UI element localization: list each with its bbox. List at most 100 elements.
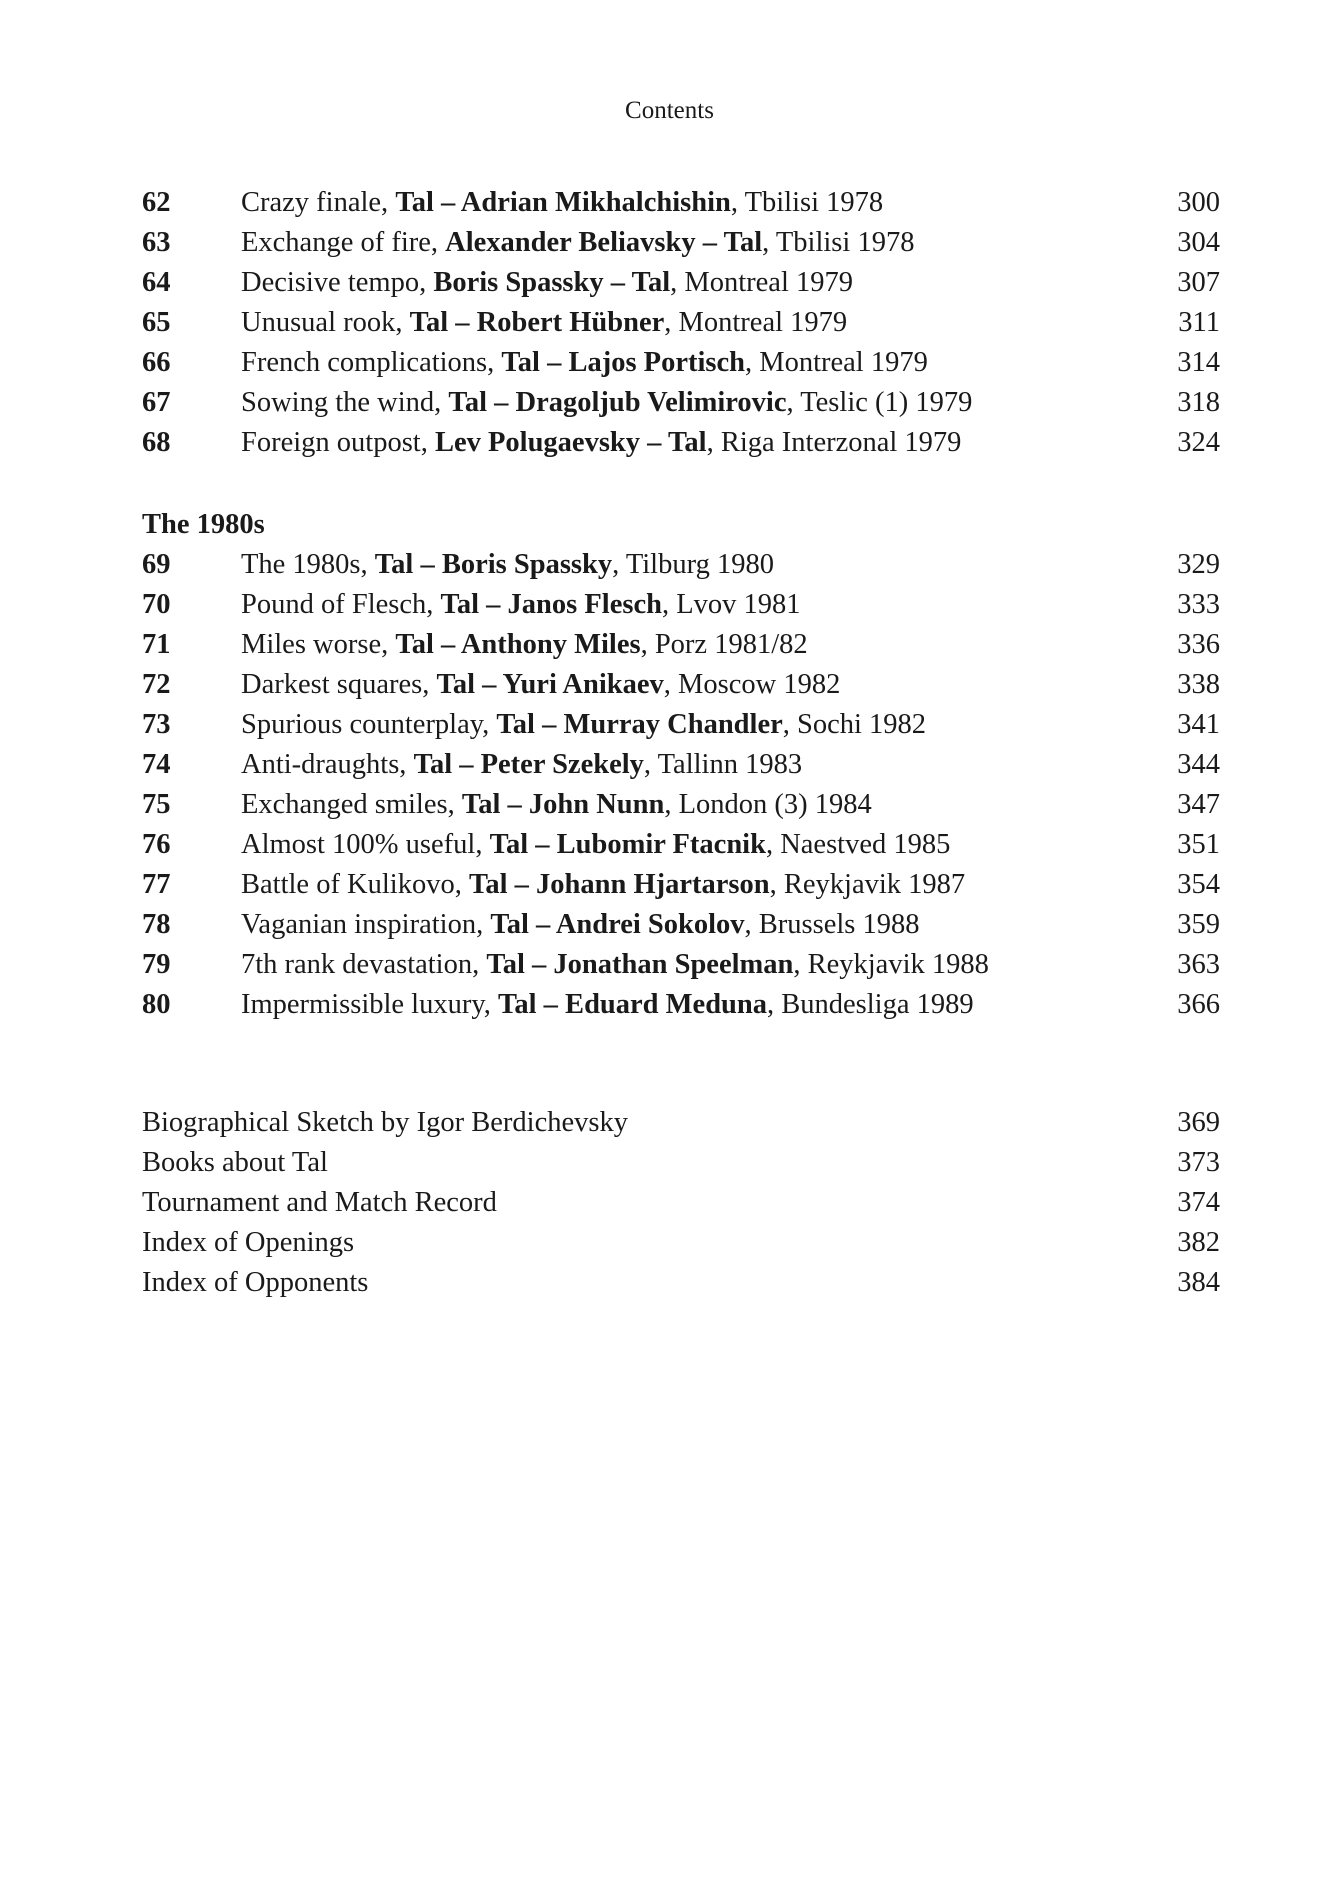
game-number: 68 — [142, 427, 171, 458]
toc-entry: 79 7th rank devastation, Tal – Jonathan S… — [142, 945, 1220, 985]
game-number: 79 — [142, 949, 171, 980]
back-matter-entry: Tournament and Match Record 374 — [142, 1183, 1220, 1223]
game-number: 80 — [142, 989, 171, 1020]
page-number: 336 — [1177, 629, 1220, 660]
entry-title: Unusual rook, Tal – Robert Hübner, Montr… — [241, 303, 1140, 343]
page-number: 333 — [1177, 589, 1220, 620]
game-number: 72 — [142, 669, 171, 700]
entry-title: Foreign outpost, Lev Polugaevsky – Tal, … — [241, 423, 1140, 463]
venue-year: , London (3) 1984 — [664, 789, 872, 820]
page-number: 318 — [1177, 387, 1220, 418]
page-number: 329 — [1177, 549, 1220, 580]
back-matter-entry: Books about Tal 373 — [142, 1143, 1220, 1183]
game-title: Anti-draughts, — [241, 749, 414, 780]
venue-year: , Tilburg 1980 — [612, 549, 774, 580]
page-number: 304 — [1177, 227, 1220, 258]
game-title: Decisive tempo, — [241, 267, 434, 298]
players: Tal – Boris Spassky — [374, 549, 613, 580]
page-number: 314 — [1177, 347, 1220, 378]
venue-year: , Bundesliga 1989 — [767, 989, 974, 1020]
page-number: 307 — [1177, 267, 1220, 298]
game-title: Foreign outpost, — [241, 427, 435, 458]
toc-entry: 78 Vaganian inspiration, Tal – Andrei Sok… — [142, 905, 1220, 945]
players: Tal – Lubomir Ftacnik — [489, 829, 766, 860]
players: Tal – Murray Chandler — [496, 709, 783, 740]
game-title: The 1980s, — [241, 549, 375, 580]
entry-title: Battle of Kulikovo, Tal – Johann Hjartar… — [241, 865, 1140, 905]
game-number: 77 — [142, 869, 171, 900]
toc-entry: 73 Spurious counterplay, Tal – Murray Cha… — [142, 705, 1220, 745]
venue-year: , Reykjavik 1988 — [793, 949, 989, 980]
game-number: 74 — [142, 749, 171, 780]
game-title: Almost 100% useful, — [241, 829, 490, 860]
toc-entry: 62 Crazy finale, Tal – Adrian Mikhalchish… — [142, 183, 1220, 223]
venue-year: , Tbilisi 1978 — [762, 227, 915, 258]
game-title: Crazy finale, — [241, 187, 396, 218]
game-title: Darkest squares, — [241, 669, 437, 700]
game-number: 67 — [142, 387, 171, 418]
page-number: 366 — [1177, 989, 1220, 1020]
game-number: 78 — [142, 909, 171, 940]
entry-title: Pound of Flesch, Tal – Janos Flesch, Lvo… — [241, 585, 1140, 625]
game-number: 71 — [142, 629, 171, 660]
entry-title: Sowing the wind, Tal – Dragoljub Velimir… — [241, 383, 1140, 423]
back-matter-entry: Index of Openings 382 — [142, 1223, 1220, 1263]
venue-year: , Lvov 1981 — [661, 589, 801, 620]
page-number: 369 — [1177, 1107, 1220, 1138]
entry-title: Darkest squares, Tal – Yuri Anikaev, Mos… — [241, 665, 1140, 705]
venue-year: , Porz 1981/82 — [640, 629, 808, 660]
game-title: Exchange of fire, — [241, 227, 446, 258]
players: Tal – Johann Hjartarson — [468, 869, 770, 900]
players: Tal – Eduard Meduna — [498, 989, 767, 1020]
toc-entry: 66 French complications, Tal – Lajos Port… — [142, 343, 1220, 383]
toc-entry: 67 Sowing the wind, Tal – Dragoljub Velim… — [142, 383, 1220, 423]
game-title: Spurious counterplay, — [241, 709, 497, 740]
toc-entry: 69 The 1980s, Tal – Boris Spassky, Tilbur… — [142, 545, 1220, 585]
toc-entry: 64 Decisive tempo, Boris Spassky – Tal, M… — [142, 263, 1220, 303]
entry-title: Books about Tal — [142, 1147, 328, 1178]
venue-year: , Riga Interzonal 1979 — [706, 427, 962, 458]
entry-title: Exchanged smiles, Tal – John Nunn, Londo… — [241, 785, 1140, 825]
game-number: 76 — [142, 829, 171, 860]
table-of-contents: 62 Crazy finale, Tal – Adrian Mikhalchish… — [142, 183, 1220, 1303]
game-number: 75 — [142, 789, 171, 820]
page-number: 382 — [1177, 1227, 1220, 1258]
players: Tal – Janos Flesch — [440, 589, 662, 620]
back-matter-entry: Biographical Sketch by Igor Berdichevsky… — [142, 1103, 1220, 1143]
toc-entry: 70 Pound of Flesch, Tal – Janos Flesch, L… — [142, 585, 1220, 625]
running-head: Contents — [625, 97, 714, 124]
game-title: Battle of Kulikovo, — [241, 869, 469, 900]
entry-title: Miles worse, Tal – Anthony Miles, Porz 1… — [241, 625, 1140, 665]
players: Tal – Jonathan Speelman — [486, 949, 794, 980]
players: Tal – Peter Szekely — [413, 749, 644, 780]
players: Tal – Yuri Anikaev — [436, 669, 664, 700]
page-number: 347 — [1177, 789, 1220, 820]
entry-title: Exchange of fire, Alexander Beliavsky – … — [241, 223, 1140, 263]
game-number: 64 — [142, 267, 171, 298]
venue-year: , Tbilisi 1978 — [730, 187, 884, 218]
entry-title: Crazy finale, Tal – Adrian Mikhalchishin… — [241, 183, 1140, 223]
players: Tal – Dragoljub Velimirovic — [448, 387, 787, 418]
game-number: 65 — [142, 307, 171, 338]
entry-title: 7th rank devastation, Tal – Jonathan Spe… — [241, 945, 1140, 985]
venue-year: , Naestved 1985 — [765, 829, 951, 860]
players: Tal – Adrian Mikhalchishin — [395, 187, 731, 218]
toc-entry: 72 Darkest squares, Tal – Yuri Anikaev, M… — [142, 665, 1220, 705]
players: Tal – Lajos Portisch — [501, 347, 745, 378]
players: Tal – Anthony Miles — [395, 629, 641, 660]
venue-year: , Montreal 1979 — [670, 267, 853, 298]
toc-entry: 76 Almost 100% useful, Tal – Lubomir Ftac… — [142, 825, 1220, 865]
players: Alexander Beliavsky – Tal — [445, 227, 763, 258]
entry-title: Spurious counterplay, Tal – Murray Chand… — [241, 705, 1140, 745]
toc-group-1970s: 62 Crazy finale, Tal – Adrian Mikhalchish… — [142, 183, 1220, 463]
game-title: Unusual rook, — [241, 307, 410, 338]
entry-title: Anti-draughts, Tal – Peter Szekely, Tall… — [241, 745, 1140, 785]
entry-title: Index of Opponents — [142, 1267, 369, 1298]
venue-year: , Reykjavik 1987 — [769, 869, 966, 900]
game-title: Exchanged smiles, — [241, 789, 462, 820]
page-number: 324 — [1177, 427, 1220, 458]
toc-group-1980s: 69 The 1980s, Tal – Boris Spassky, Tilbur… — [142, 545, 1220, 1025]
toc-entry: 68 Foreign outpost, Lev Polugaevsky – Tal… — [142, 423, 1220, 463]
entry-title: Biographical Sketch by Igor Berdichevsky — [142, 1107, 628, 1138]
page-number: 374 — [1177, 1187, 1220, 1218]
